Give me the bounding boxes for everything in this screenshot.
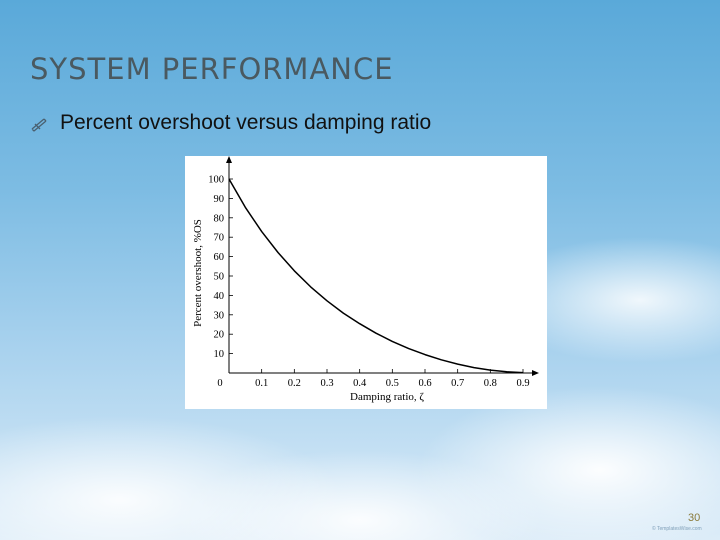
- y-axis-label: Percent overshoot, %OS: [192, 219, 204, 327]
- x-tick-label: 0.6: [418, 378, 431, 389]
- slide-title: SYSTEM PERFORMANCE: [30, 52, 394, 86]
- y-tick-label: 70: [214, 233, 225, 244]
- x-tick-label: 0.5: [386, 378, 399, 389]
- y-tick-label: 50: [214, 272, 225, 283]
- x-tick-label: 0: [217, 378, 222, 389]
- chart-panel: 0 0.1 0.2 0.3 0.4 0.5 0.6 0.7 0.8 0.9 10 20 30 40 50 60…: [185, 156, 547, 409]
- x-tick-label: 0.7: [451, 378, 464, 389]
- y-axis-arrow: [226, 156, 232, 163]
- y-tick-label: 40: [214, 291, 225, 302]
- y-tick-label: 60: [214, 252, 225, 263]
- y-tick-label: 10: [214, 349, 225, 360]
- page-number: 30: [688, 512, 701, 524]
- x-tick-label: 0.8: [484, 378, 497, 389]
- overshoot-curve: [228, 178, 524, 374]
- x-tick-label: 0.4: [353, 378, 367, 389]
- y-tick-label: 80: [214, 213, 225, 224]
- x-tick-label: 0.1: [255, 378, 268, 389]
- overshoot-chart: 0 0.1 0.2 0.3 0.4 0.5 0.6 0.7 0.8 0.9 10 20 30 40 50 60…: [192, 156, 539, 403]
- y-tick-label: 30: [214, 310, 225, 321]
- x-tick-label: 0.2: [288, 378, 301, 389]
- template-credit: © TemplatesWise.com: [652, 526, 702, 532]
- decorative-bullet-icon: [31, 118, 47, 132]
- x-axis-label: Damping ratio, ζ: [350, 391, 424, 403]
- x-tick-label: 0.9: [516, 378, 529, 389]
- y-tick-label: 20: [214, 330, 225, 341]
- y-tick-label: 90: [214, 194, 225, 205]
- y-tick-label: 100: [208, 175, 224, 186]
- x-tick-label: 0.3: [320, 378, 333, 389]
- x-axis-arrow: [532, 370, 539, 376]
- bullet-text: Percent overshoot versus damping ratio: [60, 111, 432, 134]
